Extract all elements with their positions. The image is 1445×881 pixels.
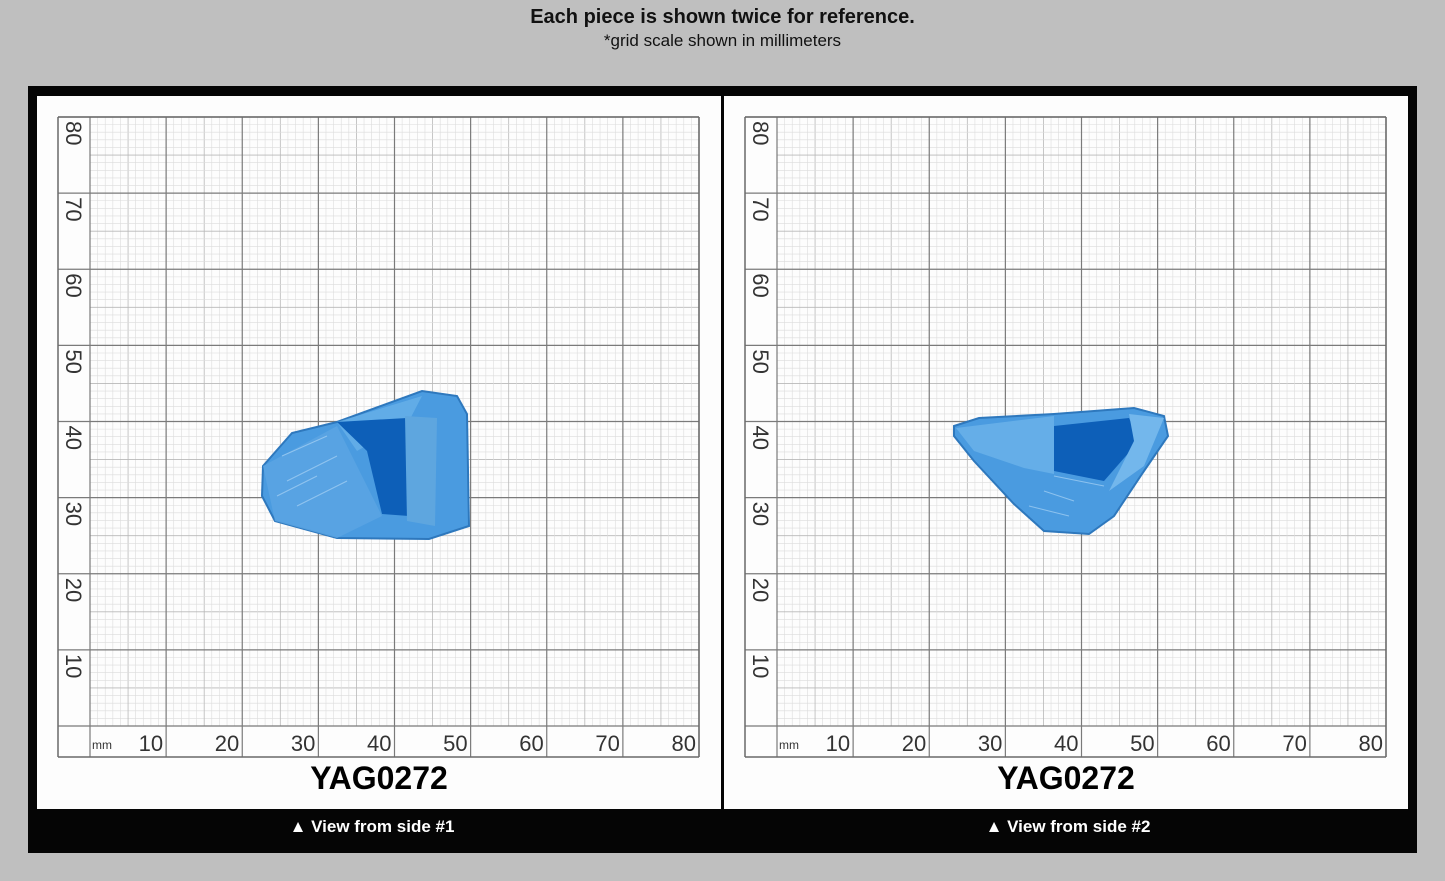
y-tick-label: 80 xyxy=(748,121,773,145)
y-tick-label: 70 xyxy=(748,197,773,221)
x-tick-label: 50 xyxy=(443,731,467,756)
piece-id-label: YAG0272 xyxy=(997,760,1135,796)
y-tick-label: 20 xyxy=(748,578,773,602)
header-title: Each piece is shown twice for reference. xyxy=(530,6,915,28)
unit-label: mm xyxy=(779,738,799,752)
x-tick-label: 30 xyxy=(291,731,315,756)
mm-grid-side-1: 10 20 30 40 50 60 70 80 mm 80 70 60 50 40 30 20 10 xyxy=(57,116,700,758)
header-subtitle: *grid scale shown in millimeters xyxy=(603,31,842,50)
y-tick-label: 50 xyxy=(748,349,773,373)
y-tick-label: 40 xyxy=(61,426,86,450)
mm-grid-side-2: 10 20 30 40 50 60 70 80 mm 80 70 60 50 40 30 20 10 xyxy=(744,116,1387,758)
gemstone-photo-side-1 xyxy=(260,389,471,541)
unit-label: mm xyxy=(92,738,112,752)
y-tick-label: 10 xyxy=(61,654,86,678)
y-tick-label: 40 xyxy=(748,426,773,450)
y-tick-label: 50 xyxy=(61,349,86,373)
x-tick-label: 10 xyxy=(826,731,850,756)
y-tick-label: 70 xyxy=(61,197,86,221)
y-tick-label: 60 xyxy=(748,273,773,297)
y-tick-label: 20 xyxy=(61,578,86,602)
y-tick-label: 30 xyxy=(61,502,86,526)
gemstone-photo-side-2 xyxy=(953,406,1170,536)
piece-id-label: YAG0272 xyxy=(310,760,448,796)
x-tick-label: 20 xyxy=(215,731,239,756)
y-tick-label: 30 xyxy=(748,502,773,526)
y-tick-label: 60 xyxy=(61,273,86,297)
x-tick-label: 60 xyxy=(519,731,543,756)
y-tick-label: 10 xyxy=(748,654,773,678)
x-tick-label: 80 xyxy=(672,731,696,756)
y-tick-label: 80 xyxy=(61,121,86,145)
x-tick-label: 70 xyxy=(595,731,619,756)
x-tick-label: 70 xyxy=(1282,731,1306,756)
view-panel-side-1: 10 20 30 40 50 60 70 80 mm 80 70 60 50 40 30 20 10 YAG02… xyxy=(37,96,721,809)
caption-side-2: ▲ View from side #2 xyxy=(985,817,1151,836)
x-tick-label: 10 xyxy=(139,731,163,756)
x-tick-label: 20 xyxy=(902,731,926,756)
x-tick-label: 80 xyxy=(1359,731,1383,756)
caption-side-1: ▲ View from side #1 xyxy=(289,817,455,836)
x-tick-label: 50 xyxy=(1130,731,1154,756)
view-panel-side-2: 10 20 30 40 50 60 70 80 mm 80 70 60 50 40 30 20 10 YAG02… xyxy=(724,96,1408,809)
photo-frame: 10 20 30 40 50 60 70 80 mm 80 70 60 50 40 30 20 10 YAG02… xyxy=(28,86,1417,853)
x-tick-label: 40 xyxy=(1054,731,1078,756)
x-tick-label: 30 xyxy=(978,731,1002,756)
x-tick-label: 60 xyxy=(1206,731,1230,756)
x-tick-label: 40 xyxy=(367,731,391,756)
